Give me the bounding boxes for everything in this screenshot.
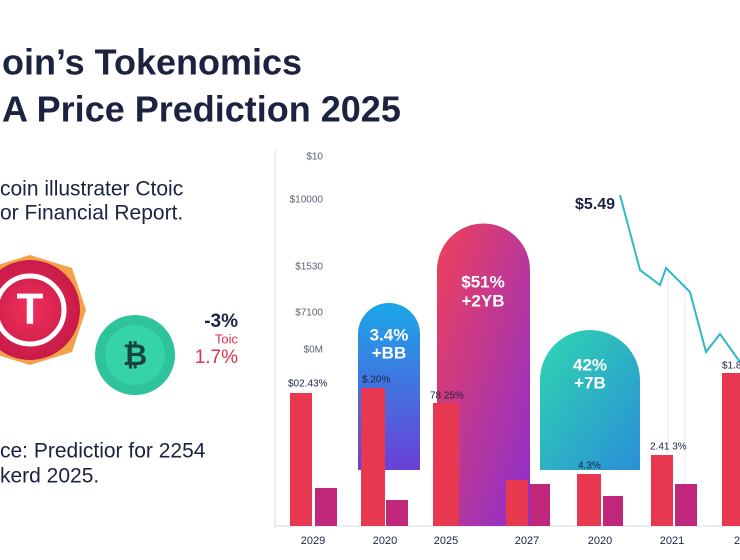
bar-label: 2.41 3% [650,442,687,453]
badge: -3% [204,311,238,332]
x-axis-label: 2020 [588,535,612,547]
bar [651,455,673,526]
coin-ring [0,273,67,347]
pill-label: 42% [573,355,607,374]
pill-label: +BB [372,343,406,362]
pill [540,330,640,470]
bar [722,373,740,526]
callout: $5.49 [575,196,615,213]
x-axis-label: 2 [734,535,740,547]
x-axis-label: 2021 [660,535,684,547]
bar [386,500,408,526]
footer-line: ce: Predictior for 2254 [0,440,206,463]
bar-label: 4.3% [578,461,601,472]
x-axis-label: 2020 [373,535,397,547]
bar-label: $.20% [362,375,390,386]
bar [577,474,601,526]
x-axis-label: 2029 [301,535,325,547]
badge: 1.7% [195,347,238,368]
title-line: A Price Prediction 2025 [2,89,401,130]
y-axis-label: $0M [304,345,323,356]
coin-letter: T [17,285,44,334]
badge: Toic [215,331,239,346]
footer-line: kerd 2025. [0,465,99,488]
bar [675,484,697,526]
coin-letter: ₿ [123,339,147,372]
bar-label: 78 25% [430,391,464,402]
bar [315,488,337,526]
coin-inner [105,325,165,385]
pill [437,223,530,527]
subtitle-line: or Financial Report. [0,202,183,225]
bar-label: $02.43% [288,379,328,390]
bar [530,484,550,526]
pill-label: $51% [461,272,504,291]
bar [433,403,459,526]
pill-label: 3.4% [370,325,409,344]
x-axis-label: 2027 [515,535,539,547]
subtitle-line: coin illustrater Ctoic [0,178,183,201]
coin [0,260,80,360]
trend-line [619,194,740,363]
pill-label: +2YB [462,291,505,310]
y-axis-label: $10000 [290,195,324,206]
bar-label: $1.82 [722,361,740,372]
bar [290,393,312,526]
y-axis-label: $10 [306,152,323,163]
y-axis-label: $1530 [295,262,323,273]
title-line: oin’s Tokenomics [2,42,302,83]
bar [506,480,528,526]
bar [603,496,623,526]
bar [361,388,385,526]
y-axis-label: $7100 [295,308,323,319]
pill-label: +7B [574,373,606,392]
x-axis-label: 2025 [434,535,458,547]
